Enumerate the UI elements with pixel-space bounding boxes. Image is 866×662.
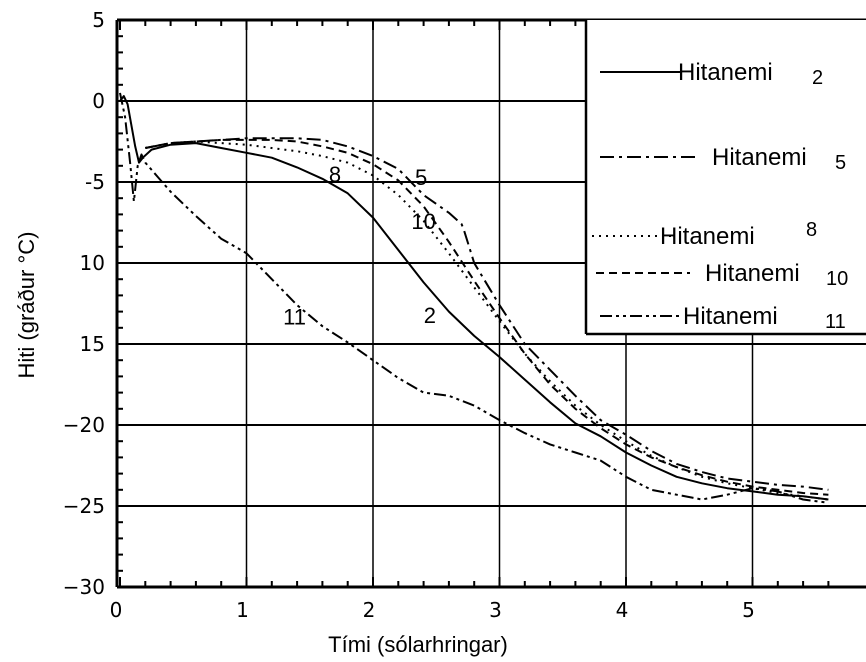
legend: Hitanemi 2 Hitanemi 5 Hitanemi 8 Hitanemi 10 Hit… bbox=[584, 20, 866, 336]
y-axis: 5 0 -5 10 15 −20 −25 −30 bbox=[63, 8, 127, 599]
legend-number-5: 5 bbox=[835, 152, 846, 174]
y-tick-label: -5 bbox=[85, 170, 105, 194]
legend-label-2: Hitanemi bbox=[678, 59, 773, 86]
series-line-2 bbox=[119, 95, 829, 501]
legend-label-8: Hitanemi bbox=[660, 223, 755, 250]
curve-label-8: 8 bbox=[329, 162, 341, 187]
y-axis-title: Hiti (gráður °C) bbox=[14, 232, 39, 379]
y-tick-label: 5 bbox=[92, 8, 105, 32]
curve-label-10: 10 bbox=[411, 209, 435, 234]
y-tick-label: −25 bbox=[63, 494, 105, 518]
y-tick-label: 0 bbox=[92, 89, 105, 113]
legend-number-8: 8 bbox=[806, 219, 817, 241]
curve-labels: 2 5 8 10 11 bbox=[283, 162, 436, 330]
y-tick-label: 15 bbox=[80, 332, 105, 356]
x-tick-label: 3 bbox=[489, 598, 502, 622]
series-line-10 bbox=[145, 138, 829, 496]
legend-label-10: Hitanemi bbox=[705, 260, 800, 287]
curve-label-5: 5 bbox=[415, 165, 427, 190]
legend-number-10: 10 bbox=[826, 268, 848, 290]
x-tick-label: 1 bbox=[236, 598, 249, 622]
series-line-5 bbox=[145, 137, 829, 491]
x-tick-label: 5 bbox=[742, 598, 755, 622]
curve-label-2: 2 bbox=[424, 303, 436, 328]
x-tick-label: 4 bbox=[616, 598, 629, 622]
series-lines bbox=[119, 92, 829, 504]
legend-label-5: Hitanemi bbox=[712, 144, 807, 171]
x-axis-title: Tími (sólarhringar) bbox=[328, 632, 508, 657]
y-tick-label: −30 bbox=[63, 575, 105, 599]
legend-number-11: 11 bbox=[825, 311, 846, 333]
y-tick-label: 10 bbox=[80, 251, 105, 275]
legend-label-11: Hitanemi bbox=[683, 303, 778, 330]
curve-label-11: 11 bbox=[283, 304, 306, 329]
x-tick-label: 0 bbox=[110, 598, 123, 622]
series-line-11 bbox=[119, 92, 829, 504]
legend-number-2: 2 bbox=[812, 67, 823, 89]
x-tick-label: 2 bbox=[363, 598, 376, 622]
x-axis: 0 1 2 3 4 5 bbox=[110, 20, 830, 622]
y-tick-label: −20 bbox=[63, 413, 105, 437]
